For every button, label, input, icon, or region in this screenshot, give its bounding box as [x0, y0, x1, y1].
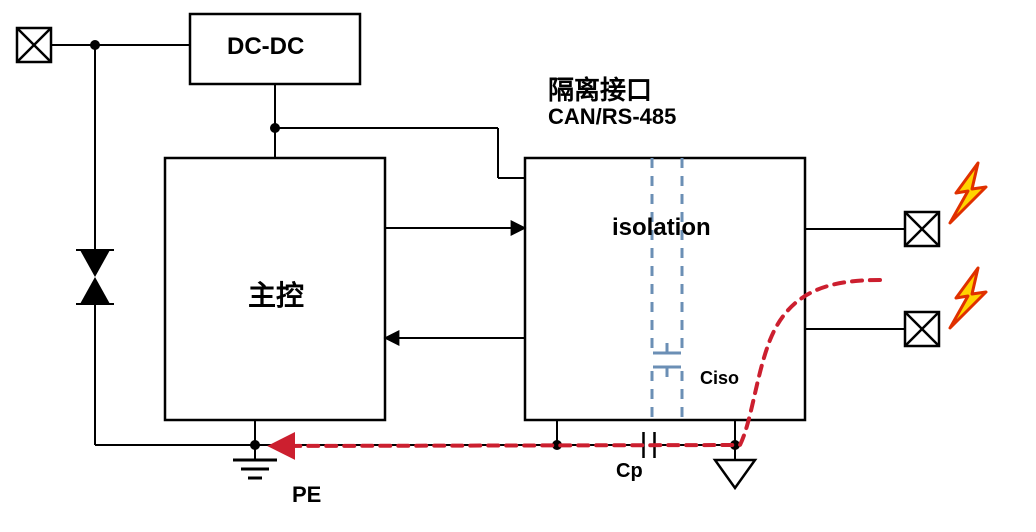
mcu-label: 主控: [248, 274, 304, 314]
iso-block: [525, 158, 805, 420]
node-1: [270, 123, 280, 133]
lightning-icon-1: [950, 268, 986, 328]
iso-title-2: CAN/RS-485: [548, 104, 676, 130]
iso-title-1: 隔离接口: [548, 70, 652, 107]
dcdc-label: DC-DC: [227, 33, 304, 61]
ciso-label: Ciso: [700, 368, 739, 389]
node-0: [90, 40, 100, 50]
isolation-label: isolation: [612, 214, 711, 242]
pe-label: PE: [292, 482, 321, 508]
cp-label: Cp: [616, 460, 643, 483]
tvs-top: [80, 250, 110, 277]
lightning-icon-0: [950, 163, 986, 223]
tvs-bot: [80, 277, 110, 304]
chassis-ground-icon: [715, 460, 755, 488]
